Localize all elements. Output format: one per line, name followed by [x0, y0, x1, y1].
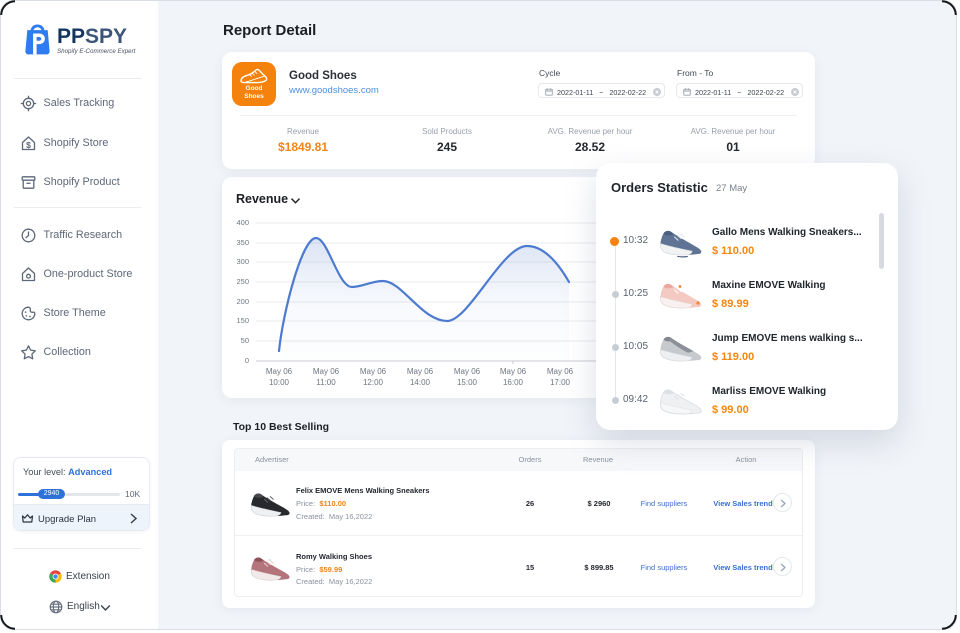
svg-text:$: $	[26, 140, 31, 150]
